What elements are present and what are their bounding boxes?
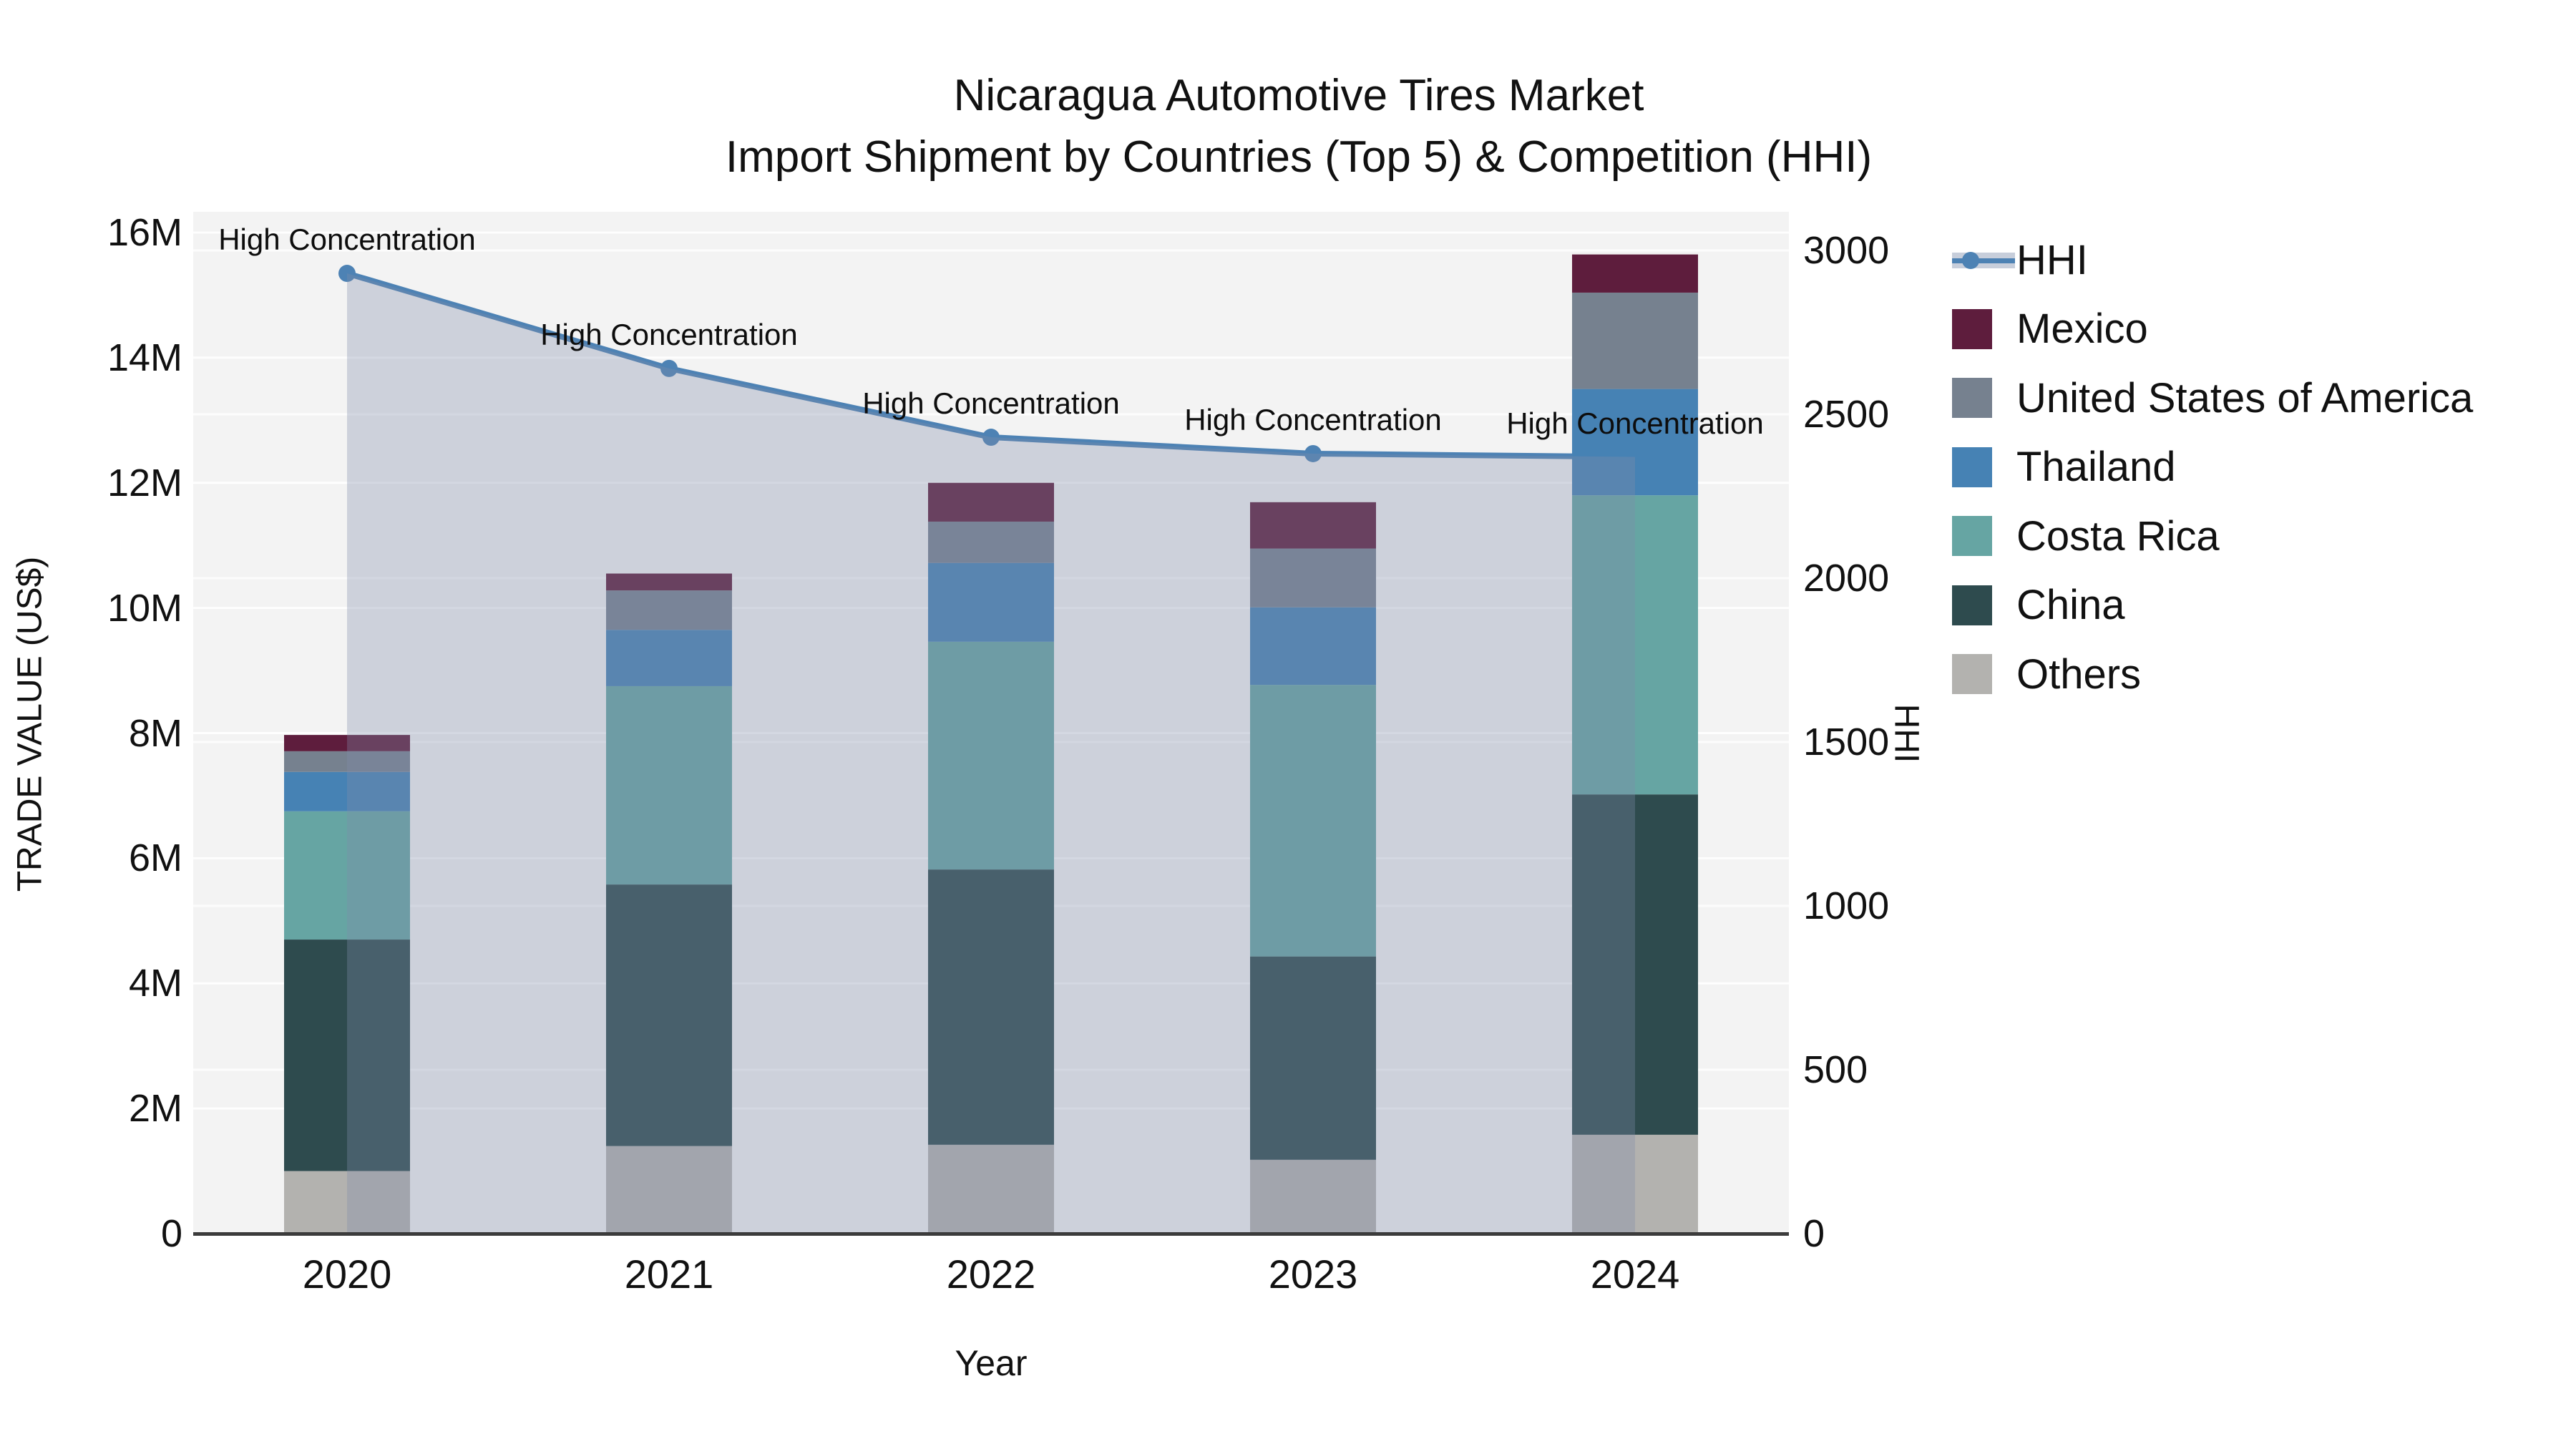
y-right-tick-500: 500	[1803, 1048, 1868, 1091]
bar-segment-china-2021	[606, 884, 732, 1146]
legend-item-thailand: Thailand	[1952, 442, 2175, 492]
bar-segment-china-2024	[1572, 794, 1698, 1135]
y-right-tick-2000: 2000	[1803, 557, 1890, 600]
legend-item-china: China	[1952, 580, 2125, 630]
legend-label: HHI	[2016, 236, 2088, 283]
legend-swatch-icon	[1952, 516, 1992, 556]
legend-label: China	[2016, 582, 2125, 628]
legend-label: Costa Rica	[2016, 512, 2220, 560]
y-left-tick-14M: 14M	[107, 336, 182, 379]
annotation-high-concentration-2023: High Concentration	[1184, 402, 1442, 436]
bar-segment-others-2024	[1572, 1134, 1698, 1234]
bar-segment-china-2023	[1250, 956, 1376, 1160]
legend-item-others: Others	[1952, 649, 2141, 699]
bar-segment-mexico-2024	[1572, 254, 1698, 293]
hhi-marker	[660, 359, 678, 377]
y-right-tick-2500: 2500	[1803, 393, 1890, 436]
legend-label: Mexico	[2016, 306, 2148, 352]
x-tick-2023: 2023	[1268, 1252, 1358, 1297]
x-axis-line	[193, 1232, 1789, 1236]
bar-segment-mexico-2021	[606, 573, 732, 591]
y-left-tick-4M: 4M	[128, 962, 182, 1005]
bar-segment-united-states-of-america-2022	[928, 521, 1054, 563]
hhi-marker	[982, 429, 1000, 447]
y-right-tick-3000: 3000	[1803, 229, 1890, 272]
bar-segment-united-states-of-america-2024	[1572, 292, 1698, 389]
bar-segment-mexico-2023	[1250, 502, 1376, 549]
y-left-tick-2M: 2M	[128, 1087, 182, 1131]
bar-segment-costa-rica-2020	[284, 811, 410, 940]
hhi-marker	[1304, 444, 1322, 462]
bar-segment-others-2021	[606, 1146, 732, 1234]
y-right-tick-0: 0	[1803, 1212, 1825, 1255]
x-tick-2024: 2024	[1590, 1252, 1680, 1297]
x-tick-2021: 2021	[624, 1252, 714, 1297]
y-left-tick-6M: 6M	[128, 836, 182, 880]
bar-segment-thailand-2023	[1250, 607, 1376, 686]
annotation-high-concentration-2024: High Concentration	[1506, 406, 1764, 440]
legend-label: Others	[2016, 650, 2142, 698]
legend-label: Thailand	[2016, 444, 2176, 490]
bar-segment-china-2020	[284, 940, 410, 1171]
bar-segment-others-2022	[928, 1144, 1054, 1234]
bar-segment-thailand-2022	[928, 562, 1054, 642]
bar-segment-united-states-of-america-2020	[284, 751, 410, 772]
bar-segment-thailand-2020	[284, 771, 410, 811]
legend-item-united-states-of-america: United States of America	[1952, 373, 2473, 423]
legend-label: United States of America	[2016, 374, 2474, 421]
bar-segment-others-2020	[284, 1171, 410, 1234]
bar-segment-mexico-2022	[928, 482, 1054, 522]
y-left-tick-12M: 12M	[107, 461, 182, 504]
hhi-area-fill	[347, 273, 1635, 1234]
legend-swatch-icon	[1952, 378, 1992, 418]
x-axis-label: Year	[955, 1343, 1028, 1383]
y-left-tick-8M: 8M	[128, 711, 182, 755]
annotation-high-concentration-2022: High Concentration	[862, 386, 1120, 421]
legend-item-mexico: Mexico	[1952, 304, 2148, 354]
y-right-tick-1000: 1000	[1803, 884, 1890, 927]
y-right-tick-1500: 1500	[1803, 721, 1890, 763]
bar-segment-thailand-2024	[1572, 389, 1698, 496]
legend-item-hhi: HHI	[1952, 235, 2088, 285]
bar-segment-costa-rica-2022	[928, 641, 1054, 870]
annotation-high-concentration-2021: High Concentration	[540, 317, 798, 351]
bar-segment-costa-rica-2023	[1250, 685, 1376, 957]
bar-segment-united-states-of-america-2021	[606, 590, 732, 630]
legend-swatch-icon	[1952, 654, 1992, 694]
legend-swatch-icon	[1952, 585, 1992, 625]
bar-segment-others-2023	[1250, 1159, 1376, 1234]
y-left-tick-16M: 16M	[107, 211, 182, 254]
bar-segment-united-states-of-america-2023	[1250, 548, 1376, 608]
hhi-marker	[338, 265, 356, 283]
bar-segment-thailand-2021	[606, 630, 732, 686]
bar-segment-costa-rica-2021	[606, 686, 732, 885]
bar-segment-mexico-2020	[284, 735, 410, 751]
legend-swatch-icon	[1952, 308, 1992, 349]
x-tick-2020: 2020	[302, 1252, 392, 1297]
bar-segment-china-2022	[928, 869, 1054, 1145]
x-tick-2022: 2022	[946, 1252, 1036, 1297]
bar-segment-costa-rica-2024	[1572, 495, 1698, 795]
legend-hhi-line-icon	[1952, 240, 2015, 280]
legend-item-costa-rica: Costa Rica	[1952, 511, 2220, 561]
y-left-tick-10M: 10M	[107, 586, 182, 630]
chart-title-line2: Import Shipment by Countries (Top 5) & C…	[725, 132, 1873, 182]
legend-swatch-icon	[1952, 447, 1992, 487]
chart-title-line1: Nicaragua Automotive Tires Market	[953, 71, 1644, 120]
annotation-high-concentration-2020: High Concentration	[218, 223, 476, 257]
y-left-tick-0: 0	[160, 1212, 182, 1255]
